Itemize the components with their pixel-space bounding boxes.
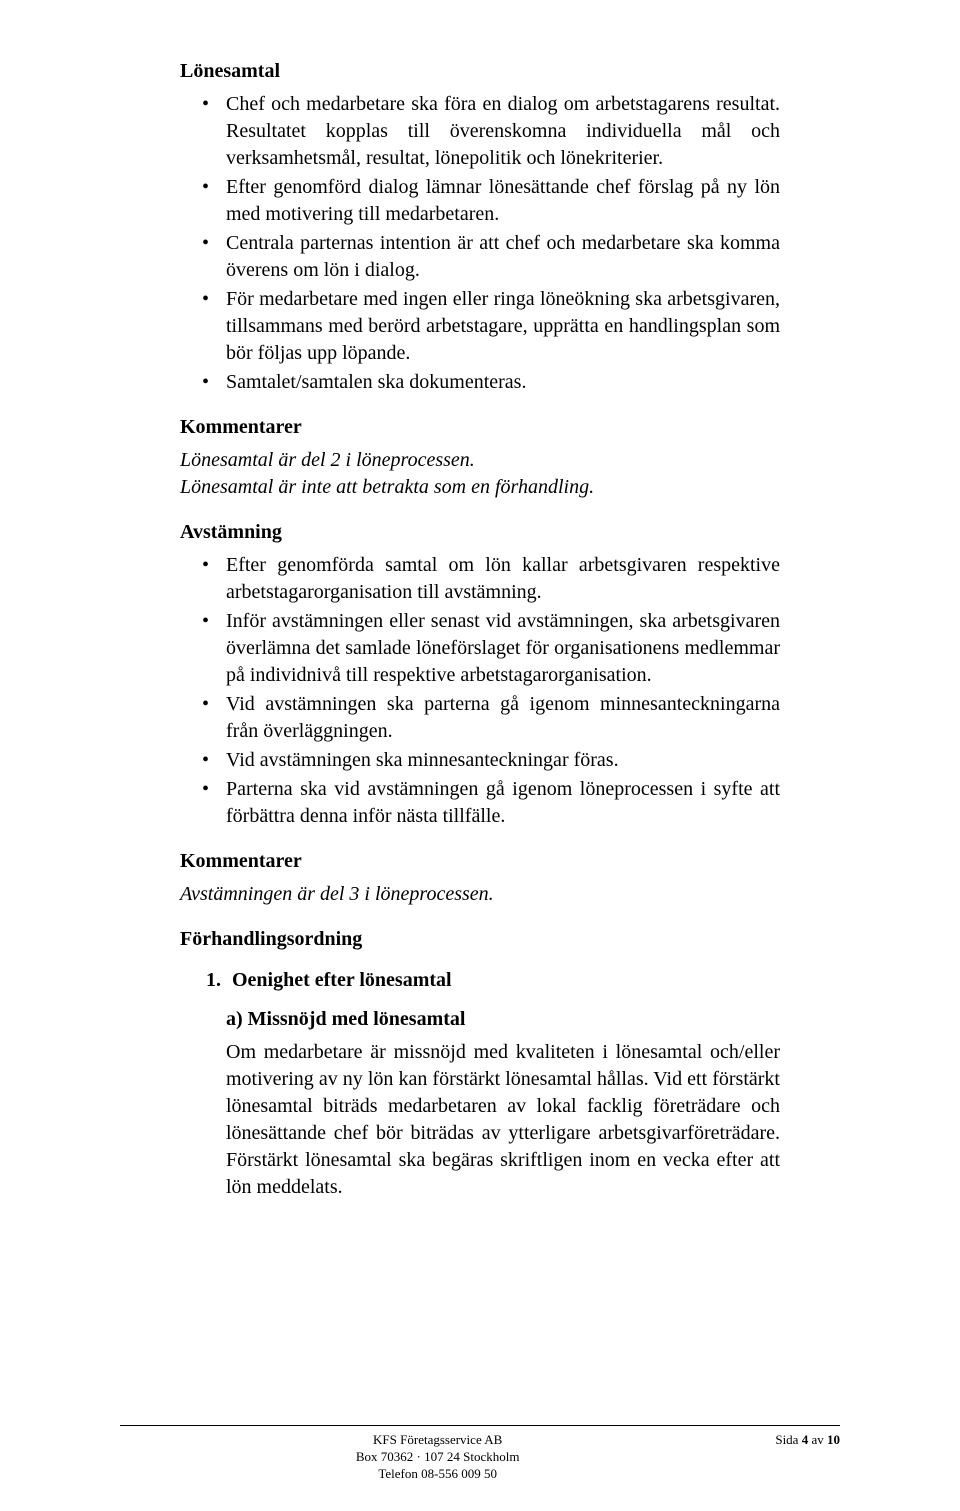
footer-phone: Telefon 08-556 009 50 xyxy=(120,1466,755,1483)
comment-line: Lönesamtal är del 2 i löneprocessen. xyxy=(180,447,780,474)
list-item: Centrala parternas intention är att chef… xyxy=(226,230,780,284)
footer-page-total: 10 xyxy=(827,1432,840,1447)
footer-left-block: KFS Företagsservice AB Box 70362 · 107 2… xyxy=(120,1432,755,1483)
comment-line: Avstämningen är del 3 i löneprocessen. xyxy=(180,881,780,908)
bullet-list-avstamning: Efter genomförda samtal om lön kallar ar… xyxy=(180,552,780,830)
page-footer: KFS Företagsservice AB Box 70362 · 107 2… xyxy=(0,1425,960,1511)
numbered-list: Oenighet efter lönesamtal xyxy=(180,967,780,994)
footer-page-prefix: Sida xyxy=(775,1432,801,1447)
sub-heading-a: a) Missnöjd med lönesamtal xyxy=(226,1006,780,1033)
list-item: Parterna ska vid avstämningen gå igenom … xyxy=(226,776,780,830)
list-item: Samtalet/samtalen ska dokumenteras. xyxy=(226,369,780,396)
footer-address: Box 70362 · 107 24 Stockholm xyxy=(120,1449,755,1466)
heading-avstamning: Avstämning xyxy=(180,519,780,546)
list-item: Chef och medarbetare ska föra en dialog … xyxy=(226,91,780,172)
list-item: Vid avstämningen ska parterna gå igenom … xyxy=(226,691,780,745)
numbered-item-oenighet: Oenighet efter lönesamtal xyxy=(226,967,780,994)
heading-kommentarer-1: Kommentarer xyxy=(180,414,780,441)
heading-forhandlingsordning: Förhandlingsordning xyxy=(180,926,780,953)
list-item: Inför avstämningen eller senast vid avst… xyxy=(226,608,780,689)
document-page: Lönesamtal Chef och medarbetare ska föra… xyxy=(0,0,960,1511)
footer-page-number: Sida 4 av 10 xyxy=(755,1432,840,1449)
subsection-a: a) Missnöjd med lönesamtal Om medarbetar… xyxy=(180,1006,780,1201)
comment-line: Lönesamtal är inte att betrakta som en f… xyxy=(180,474,780,501)
footer-company: KFS Företagsservice AB xyxy=(120,1432,755,1449)
list-item: Efter genomförd dialog lämnar lönesättan… xyxy=(226,174,780,228)
list-item: Vid avstämningen ska minnesanteckningar … xyxy=(226,747,780,774)
list-item: För medarbetare med ingen eller ringa lö… xyxy=(226,286,780,367)
list-item: Efter genomförda samtal om lön kallar ar… xyxy=(226,552,780,606)
footer-row: KFS Företagsservice AB Box 70362 · 107 2… xyxy=(120,1432,840,1483)
heading-lonesamtal: Lönesamtal xyxy=(180,58,780,85)
footer-page-of: av xyxy=(808,1432,827,1447)
sub-body-a: Om medarbetare är missnöjd med kvalitete… xyxy=(226,1039,780,1201)
heading-kommentarer-2: Kommentarer xyxy=(180,848,780,875)
bullet-list-lonesamtal: Chef och medarbetare ska föra en dialog … xyxy=(180,91,780,396)
footer-divider xyxy=(120,1425,840,1426)
